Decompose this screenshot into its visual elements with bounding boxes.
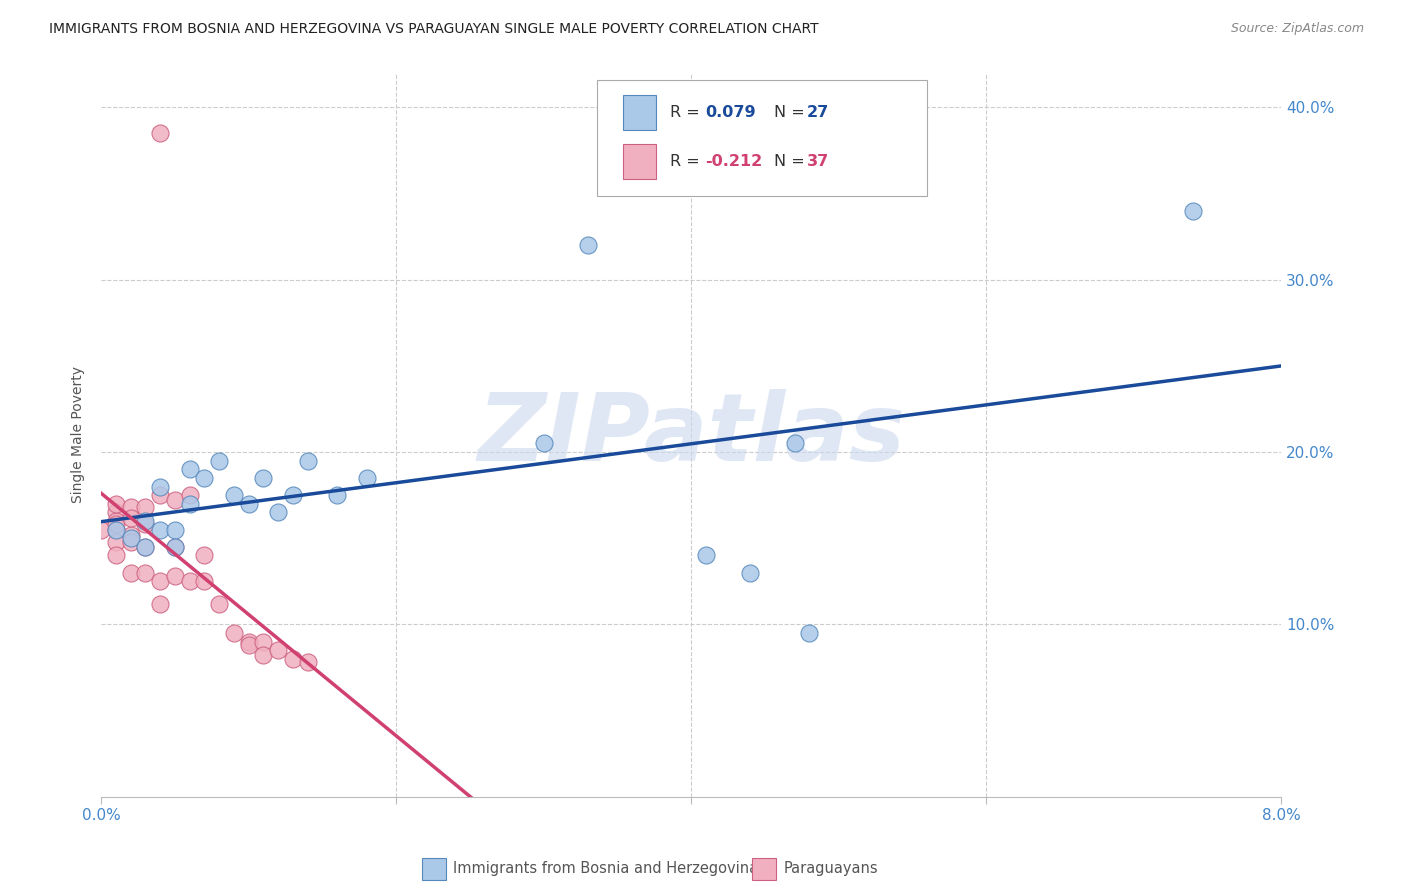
- Point: [104, 514, 127, 528]
- FancyBboxPatch shape: [623, 95, 657, 130]
- Point: [576, 238, 599, 252]
- Point: [120, 528, 142, 542]
- Text: R =: R =: [671, 105, 704, 120]
- Point: [297, 655, 319, 669]
- Point: [134, 540, 156, 554]
- Point: [134, 514, 156, 528]
- Point: [1181, 203, 1204, 218]
- Point: [120, 531, 142, 545]
- Point: [533, 436, 555, 450]
- Text: 37: 37: [807, 153, 830, 169]
- Point: [90, 523, 112, 537]
- Point: [238, 497, 260, 511]
- Point: [267, 643, 290, 657]
- Point: [179, 488, 201, 502]
- Text: 0.079: 0.079: [706, 105, 756, 120]
- Point: [104, 497, 127, 511]
- Point: [163, 523, 186, 537]
- Point: [695, 549, 717, 563]
- Point: [163, 569, 186, 583]
- Point: [120, 500, 142, 515]
- Point: [252, 471, 274, 485]
- Point: [740, 566, 762, 580]
- Point: [267, 505, 290, 519]
- Point: [134, 540, 156, 554]
- Point: [163, 540, 186, 554]
- Point: [208, 453, 231, 467]
- Point: [222, 626, 245, 640]
- Point: [149, 126, 172, 140]
- Point: [179, 497, 201, 511]
- Point: [149, 574, 172, 589]
- Point: [149, 597, 172, 611]
- FancyBboxPatch shape: [623, 144, 657, 178]
- Point: [104, 517, 127, 532]
- Point: [238, 638, 260, 652]
- Text: Paraguayans: Paraguayans: [783, 862, 877, 876]
- Point: [134, 517, 156, 532]
- Text: Immigrants from Bosnia and Herzegovina: Immigrants from Bosnia and Herzegovina: [453, 862, 758, 876]
- Point: [326, 488, 349, 502]
- Y-axis label: Single Male Poverty: Single Male Poverty: [72, 367, 86, 503]
- Point: [356, 471, 378, 485]
- Point: [120, 566, 142, 580]
- Text: 27: 27: [807, 105, 830, 120]
- Point: [104, 523, 127, 537]
- Point: [297, 453, 319, 467]
- Point: [783, 436, 806, 450]
- Text: -0.212: -0.212: [706, 153, 762, 169]
- Point: [252, 634, 274, 648]
- Point: [252, 648, 274, 663]
- Text: N =: N =: [773, 153, 810, 169]
- Point: [222, 488, 245, 502]
- Point: [799, 626, 821, 640]
- Point: [120, 534, 142, 549]
- Point: [179, 462, 201, 476]
- Point: [193, 549, 215, 563]
- Point: [238, 634, 260, 648]
- Point: [281, 652, 304, 666]
- Point: [120, 510, 142, 524]
- Point: [163, 493, 186, 508]
- Point: [149, 488, 172, 502]
- Text: R =: R =: [671, 153, 704, 169]
- Text: N =: N =: [773, 105, 810, 120]
- Point: [104, 505, 127, 519]
- Point: [149, 523, 172, 537]
- Point: [281, 488, 304, 502]
- Point: [193, 471, 215, 485]
- FancyBboxPatch shape: [598, 80, 928, 196]
- Point: [208, 597, 231, 611]
- Point: [163, 540, 186, 554]
- Point: [193, 574, 215, 589]
- Text: IMMIGRANTS FROM BOSNIA AND HERZEGOVINA VS PARAGUAYAN SINGLE MALE POVERTY CORRELA: IMMIGRANTS FROM BOSNIA AND HERZEGOVINA V…: [49, 22, 818, 37]
- Point: [134, 500, 156, 515]
- Point: [104, 523, 127, 537]
- Point: [104, 534, 127, 549]
- Text: Source: ZipAtlas.com: Source: ZipAtlas.com: [1230, 22, 1364, 36]
- Point: [134, 566, 156, 580]
- Point: [149, 479, 172, 493]
- Point: [104, 549, 127, 563]
- Point: [179, 574, 201, 589]
- Text: ZIPatlas: ZIPatlas: [477, 389, 905, 481]
